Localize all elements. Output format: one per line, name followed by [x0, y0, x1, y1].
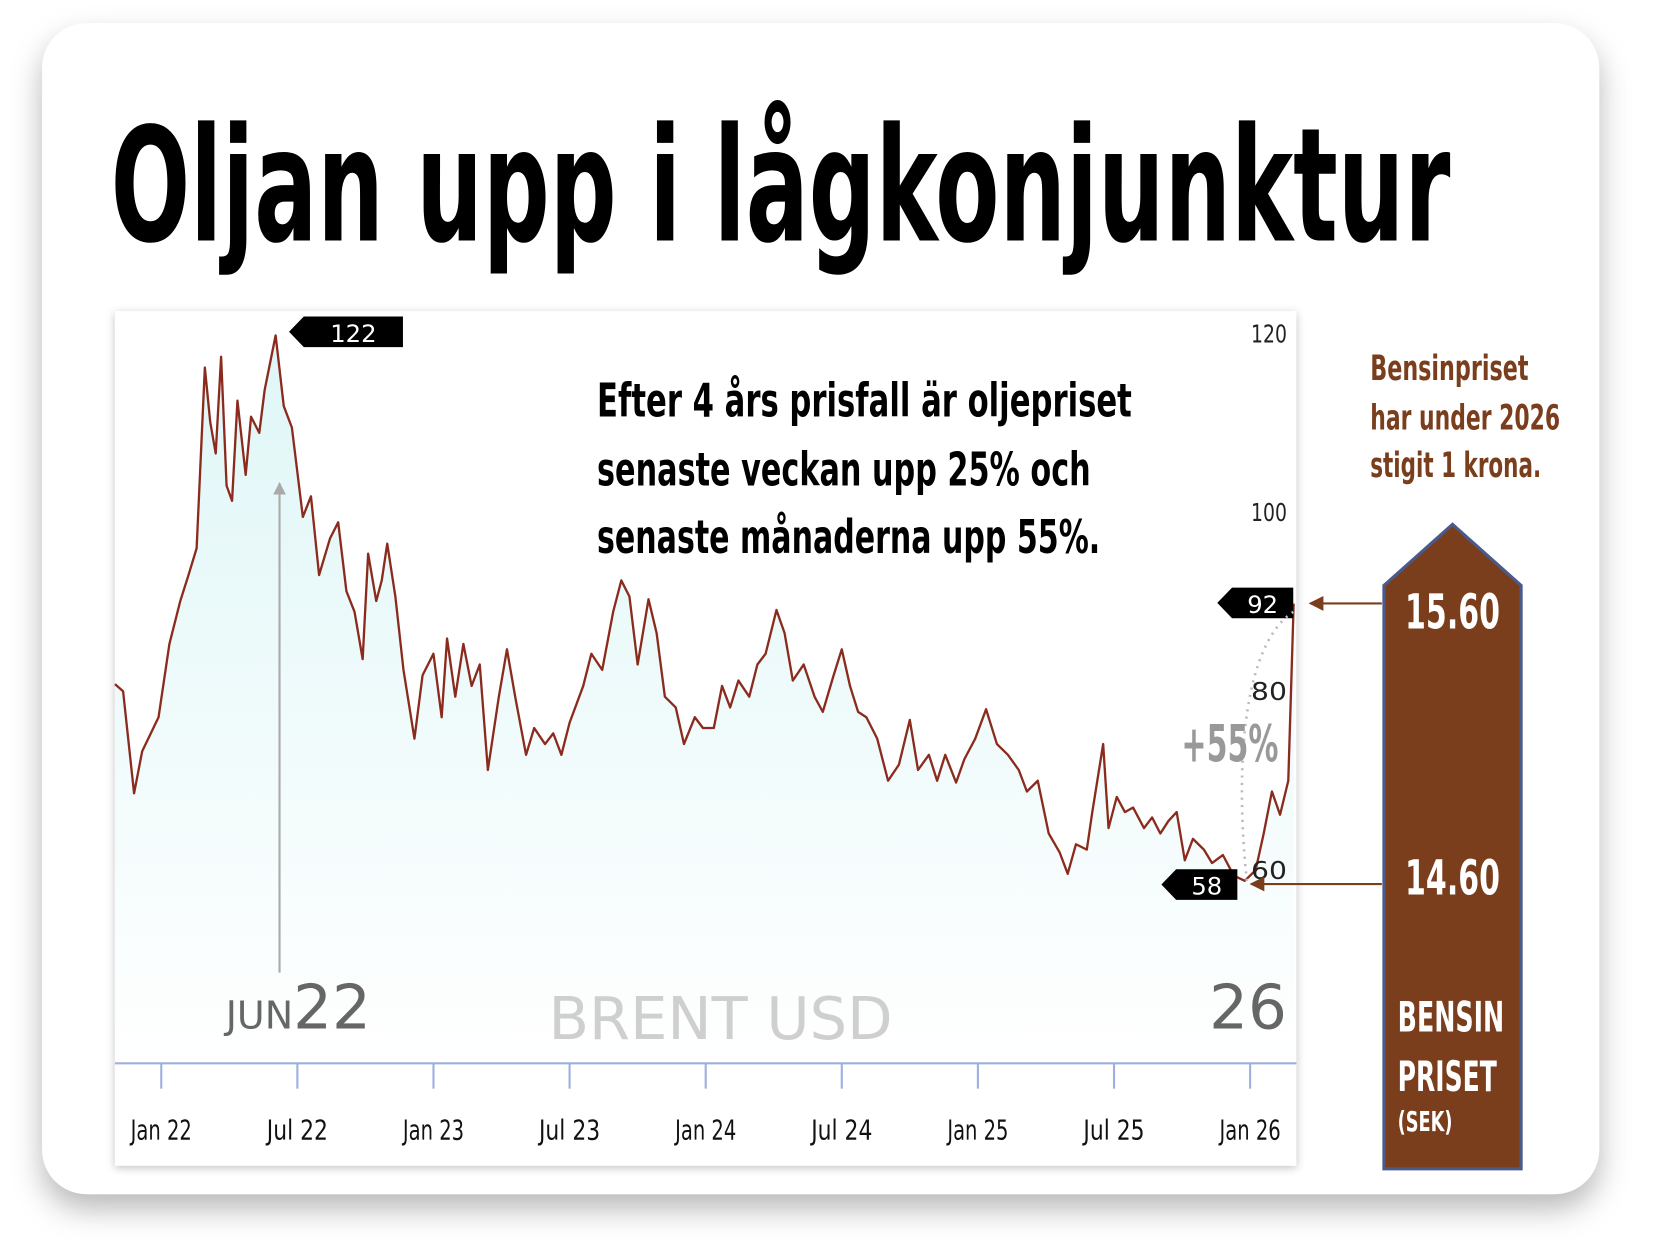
end-year: 26	[1209, 973, 1287, 1044]
petrol-title: PRISET	[1398, 1052, 1497, 1101]
petrol-title: BENSIN	[1398, 993, 1505, 1042]
x-tick-label: Jan 25	[946, 1115, 1009, 1146]
callout-tag	[289, 316, 403, 348]
petrol-price: 15.60	[1405, 585, 1500, 641]
watermark: BRENT USD	[549, 984, 893, 1053]
side-note-line: stigit 1 krona.	[1370, 446, 1541, 486]
callout-label: 122	[330, 319, 376, 348]
annotation-line: Efter 4 års prisfall är oljepriset	[597, 374, 1132, 428]
peak-month: JUN	[224, 994, 293, 1038]
x-tick-label: Jul 24	[810, 1115, 873, 1146]
change-curve	[1240, 610, 1294, 881]
annotation-line: senaste veckan upp 25% och	[597, 442, 1091, 496]
y-tick-label: 60	[1251, 856, 1287, 885]
callout-tag	[1217, 587, 1294, 619]
peak-year: 22	[293, 973, 371, 1044]
callout-tag	[1161, 869, 1238, 900]
plot: 60 80 100 120 Jan 22 Jul 22 Jan 23 Jul 23 Jan 24…	[114, 316, 1297, 1146]
price-line	[114, 334, 1295, 883]
petrol-price: 14.60	[1405, 851, 1500, 907]
callout-label: 58	[1191, 872, 1222, 901]
x-tick-label: Jan 26	[1218, 1115, 1281, 1146]
y-tick-label: 80	[1251, 677, 1287, 706]
change-label: +55%	[1181, 715, 1278, 774]
x-tick-label: Jan 24	[674, 1115, 737, 1146]
callout-label: 92	[1247, 590, 1278, 619]
side-note-line: har under 2026	[1370, 398, 1560, 438]
petrol-unit: (SEK)	[1398, 1107, 1453, 1138]
x-tick-label: Jul 22	[265, 1115, 328, 1146]
title: Oljan upp i lågkonjunktur	[111, 95, 1451, 279]
x-tick-label: Jan 23	[401, 1115, 464, 1146]
y-tick-label: 100	[1251, 498, 1287, 527]
x-tick-label: Jan 22	[129, 1115, 192, 1146]
annotation-line: senaste månaderna upp 55%.	[597, 510, 1100, 564]
side-note: Bensinpriset har under 2026 stigit 1 kro…	[1370, 349, 1560, 486]
x-tick-label: Jul 25	[1082, 1115, 1145, 1146]
area	[114, 335, 1294, 1064]
peak-date: JUN22	[224, 973, 371, 1044]
y-tick-label: 120	[1251, 319, 1287, 348]
annotation: Efter 4 års prisfall är oljepriset senas…	[597, 374, 1132, 564]
x-tick-label: Jul 23	[537, 1115, 600, 1146]
petrol-arrow	[1382, 522, 1523, 1171]
side-note-line: Bensinpriset	[1370, 349, 1528, 389]
